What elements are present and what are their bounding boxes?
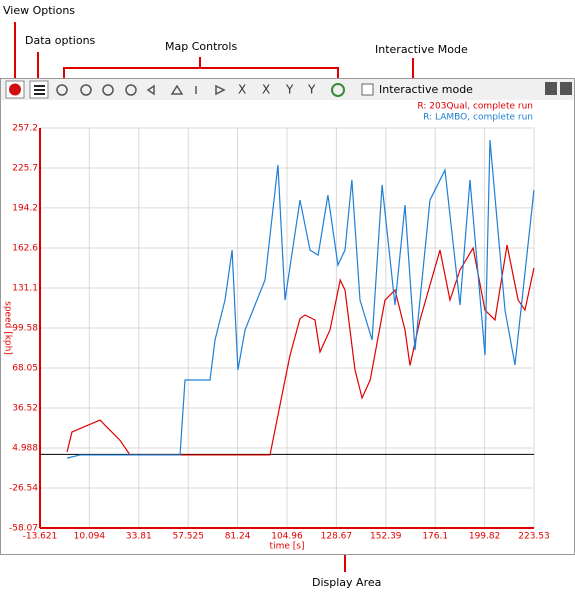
y-tick-label: -26.54 xyxy=(9,483,38,493)
svg-text:Y: Y xyxy=(285,83,294,97)
y-tick-label: 68.05 xyxy=(12,363,38,373)
y-tick-label: 194.2 xyxy=(12,203,38,213)
x-tick-label: 57.525 xyxy=(172,532,204,542)
y-tick-label: 99.58 xyxy=(12,323,38,333)
annotation: Interactive Mode xyxy=(375,43,468,56)
x-tick-label: 199.82 xyxy=(469,532,501,542)
annotation: View Options xyxy=(3,4,75,17)
y-tick-label: -58.07 xyxy=(9,524,38,534)
window-button[interactable] xyxy=(545,82,557,95)
y-axis-label: speed [kph] xyxy=(3,301,13,355)
x-tick-label: 33.81 xyxy=(126,532,152,542)
x-tick-label: 176.1 xyxy=(422,532,448,542)
y-tick-label: 257.2 xyxy=(12,124,38,134)
y-tick-label: 4.988 xyxy=(12,443,38,453)
x-tick-label: 10.094 xyxy=(74,532,106,542)
y-tick-label: 225.7 xyxy=(12,163,38,173)
series-line xyxy=(66,140,535,459)
x-tick-label: 223.53 xyxy=(518,532,550,542)
checkbox-label[interactable]: Interactive mode xyxy=(379,83,473,96)
annotation: Display Area xyxy=(312,576,381,589)
window-button[interactable] xyxy=(560,82,572,95)
y-tick-label: 36.52 xyxy=(12,403,38,413)
svg-text:Y: Y xyxy=(307,83,316,97)
legend-entry: R: LAMBO, complete run xyxy=(423,113,533,123)
toolbar xyxy=(1,79,574,100)
plot: -58.07 -26.54 4.988 36.52 68.05 99.58 131.1 162… xyxy=(3,102,550,552)
annotation: Data options xyxy=(25,34,96,47)
y-tick-label: 162.6 xyxy=(12,244,38,254)
x-tick-label: 81.24 xyxy=(225,532,251,542)
x-tick-label: -13.621 xyxy=(23,532,58,542)
svg-text:X: X xyxy=(238,83,246,97)
checkbox[interactable] xyxy=(361,83,374,96)
x-tick-label: 152.39 xyxy=(370,532,402,542)
x-axis-label: time [s] xyxy=(270,542,305,552)
x-tick-label: 128.67 xyxy=(321,532,353,542)
svg-text:X: X xyxy=(262,83,270,97)
legend-entry: R: 203Qual, complete run xyxy=(417,102,533,112)
annotation: Map Controls xyxy=(165,40,237,53)
y-tick-label: 131.1 xyxy=(12,283,38,293)
x-tick-label: 104.96 xyxy=(271,532,303,542)
